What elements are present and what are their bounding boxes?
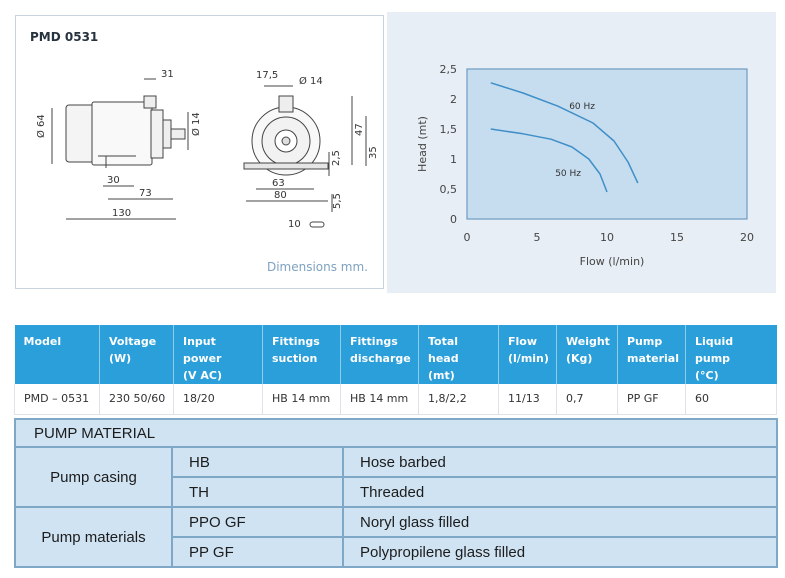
cell-model: PMD – 0531 bbox=[14, 384, 100, 415]
cell-weight: 0,7 bbox=[556, 384, 618, 415]
dim-17-5: 17,5 bbox=[256, 70, 278, 81]
dimensions-note: Dimensions mm. bbox=[266, 260, 368, 274]
y-tick-label: 1 bbox=[450, 153, 457, 166]
specs-table: Model Voltage (W) Input power (V AC) Fitti… bbox=[14, 325, 777, 415]
x-tick-label: 5 bbox=[534, 231, 541, 244]
header-input-power: Input power (V AC) bbox=[173, 325, 263, 384]
dim-63: 63 bbox=[272, 178, 285, 189]
material-code: HB bbox=[171, 446, 344, 478]
dim-47: 47 bbox=[354, 123, 365, 136]
cell-pump-material: PP GF bbox=[617, 384, 686, 415]
technical-drawing-panel: PMD 0531 bbox=[15, 15, 384, 289]
front-fitting bbox=[278, 95, 294, 113]
dim-10: 10 bbox=[288, 219, 301, 230]
dim-d14-front: Ø 14 bbox=[299, 75, 323, 87]
drawing-title: PMD 0531 bbox=[30, 30, 99, 44]
list-item: Pump casing HB Hose barbed bbox=[14, 446, 778, 508]
header-flow: Flow (l/min) bbox=[498, 325, 557, 384]
material-description: Hose barbed bbox=[342, 446, 778, 478]
header-model: Model bbox=[14, 325, 100, 384]
dim-5-5: 5,5 bbox=[332, 193, 343, 209]
x-tick-label: 15 bbox=[670, 231, 684, 244]
suction-fitting bbox=[143, 95, 157, 109]
dim-130: 130 bbox=[112, 208, 131, 219]
dim-2-5: 2,5 bbox=[331, 150, 342, 166]
dim-30: 30 bbox=[107, 175, 120, 186]
y-tick-label: 1,5 bbox=[440, 123, 458, 136]
cell-liquid-pump: 60 bbox=[685, 384, 777, 415]
cell-total-head: 1,8/2,2 bbox=[418, 384, 499, 415]
dim-73: 73 bbox=[139, 188, 152, 199]
front-base bbox=[243, 162, 329, 170]
y-axis-label: Head (mt) bbox=[416, 116, 429, 172]
material-table-title: PUMP MATERIAL bbox=[14, 418, 778, 448]
dim-35: 35 bbox=[368, 146, 379, 159]
header-liquid-pump: Liquid pump (°C) bbox=[685, 325, 777, 384]
head-flow-chart: 0 0,5 1 1,5 2 2,5 0 5 10 15 20 60 Hz 50 Hz Flow (l… bbox=[416, 63, 754, 268]
header-weight: Weight (Kg) bbox=[556, 325, 618, 384]
pump-material-table: PUMP MATERIAL Pump casing HB Hose barbed… bbox=[14, 418, 778, 568]
discharge-fitting bbox=[170, 128, 186, 140]
x-axis-label: Flow (l/min) bbox=[580, 255, 645, 268]
header-fittings-suction: Fittings suction bbox=[262, 325, 341, 384]
header-fittings-discharge: Fittings discharge bbox=[340, 325, 419, 384]
y-tick-label: 0 bbox=[450, 213, 457, 226]
material-description: Polypropilene glass filled bbox=[342, 536, 778, 568]
list-item: PP GF Polypropilene glass filled bbox=[15, 536, 778, 568]
x-tick-label: 10 bbox=[600, 231, 614, 244]
performance-chart-panel: 0 0,5 1 1,5 2 2,5 0 5 10 15 20 60 Hz 50 Hz Flow (l… bbox=[387, 12, 776, 293]
material-code: PPO GF bbox=[171, 506, 344, 538]
x-tick-label: 0 bbox=[464, 231, 471, 244]
material-title-row: PUMP MATERIAL bbox=[14, 418, 778, 448]
table-row: PMD – 0531 230 50/60 18/20 HB 14 mm HB 1… bbox=[14, 384, 777, 415]
dim-31: 31 bbox=[161, 69, 174, 80]
series-annotation: 60 Hz bbox=[569, 102, 595, 112]
motor-body-rear bbox=[65, 104, 95, 163]
series-line bbox=[490, 82, 639, 184]
cell-fittings-suction: HB 14 mm bbox=[262, 384, 341, 415]
list-item: TH Threaded bbox=[15, 476, 778, 508]
material-code: TH bbox=[171, 476, 344, 508]
cell-input-power: 18/20 bbox=[173, 384, 263, 415]
cell-fittings-discharge: HB 14 mm bbox=[340, 384, 419, 415]
material-code: PP GF bbox=[171, 536, 344, 568]
dim-80: 80 bbox=[274, 190, 287, 201]
specs-header-row: Model Voltage (W) Input power (V AC) Fitti… bbox=[14, 325, 777, 384]
series-line bbox=[490, 128, 608, 193]
y-tick-label: 2,5 bbox=[440, 63, 458, 76]
material-description: Threaded bbox=[342, 476, 778, 508]
dim-d14-side: Ø 14 bbox=[190, 112, 202, 136]
pump-casing-label: Pump casing bbox=[14, 446, 173, 508]
list-item: Pump materials PPO GF Noryl glass filled bbox=[14, 506, 778, 568]
dimension-drawing: 31 Ø 64 Ø 14 30 73 130 17,5 Ø 14 47 35 2… bbox=[35, 69, 379, 230]
dim-d64: Ø 64 bbox=[35, 114, 47, 138]
series-annotation: 50 Hz bbox=[555, 169, 581, 179]
y-tick-label: 0,5 bbox=[440, 183, 458, 196]
x-tick-label: 20 bbox=[740, 231, 754, 244]
header-total-head: Total head (mt) bbox=[418, 325, 499, 384]
y-tick-label: 2 bbox=[450, 93, 457, 106]
pump-materials-label: Pump materials bbox=[14, 506, 173, 568]
material-description: Noryl glass filled bbox=[342, 506, 778, 538]
header-voltage: Voltage (W) bbox=[99, 325, 174, 384]
header-pump-material: Pump material bbox=[617, 325, 686, 384]
cell-flow: 11/13 bbox=[498, 384, 557, 415]
cell-voltage: 230 50/60 bbox=[99, 384, 174, 415]
plot-area bbox=[466, 68, 748, 220]
